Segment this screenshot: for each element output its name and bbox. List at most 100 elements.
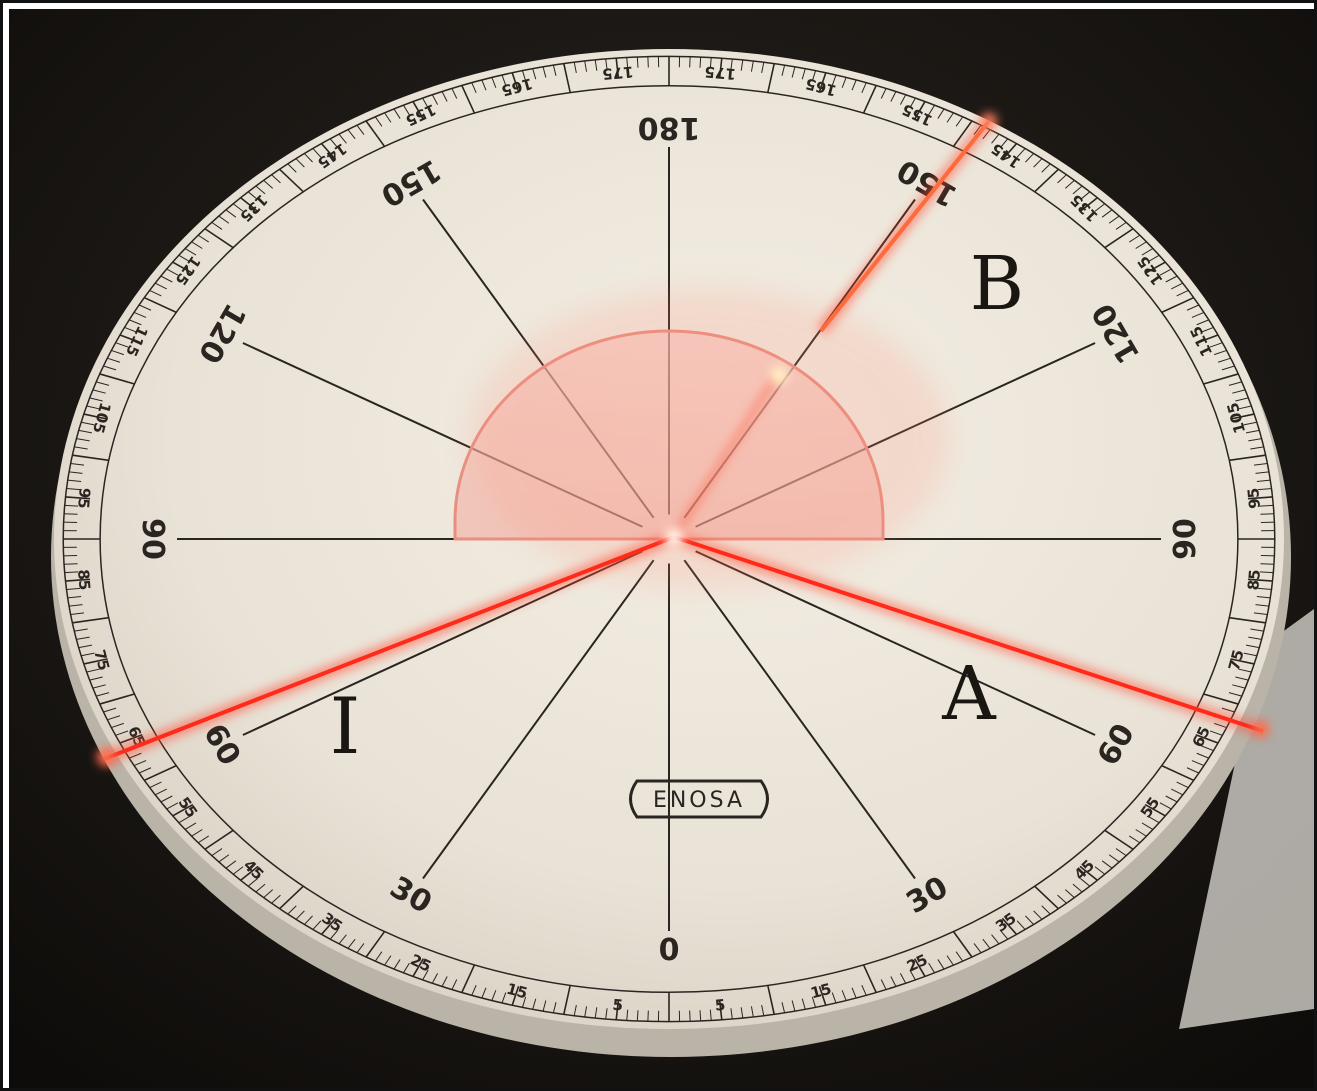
tick-mark	[1128, 234, 1141, 243]
tick-mark	[1186, 304, 1200, 311]
prism-exit-hotspot	[770, 366, 788, 384]
tick-mark	[563, 985, 571, 1015]
tick-mark	[1115, 221, 1127, 230]
tick-mark	[928, 962, 935, 974]
center-hotspot	[664, 527, 684, 547]
tick-mark	[991, 133, 1000, 144]
reflected-beam	[673, 535, 1264, 733]
tick-mark	[69, 471, 83, 474]
tick-mark	[129, 752, 142, 759]
tick-mark	[709, 1009, 712, 1021]
tick-mark	[70, 612, 85, 615]
tick-mark	[1080, 191, 1091, 200]
tick-mark	[66, 587, 81, 590]
tick-mark	[304, 915, 313, 925]
degree-tick-marks	[62, 55, 1276, 1023]
tick-mark	[1260, 563, 1274, 565]
tick-mark	[138, 304, 152, 311]
tick-mark	[1147, 254, 1160, 263]
tick-mark	[1255, 471, 1269, 474]
tick-mark	[65, 496, 91, 500]
tick-mark	[393, 959, 401, 970]
tick-mark	[83, 413, 108, 420]
tick-mark	[74, 628, 88, 632]
tick-mark	[946, 955, 954, 966]
tick-mark	[909, 969, 916, 981]
major-angle-label: 90	[135, 518, 170, 560]
tick-mark	[471, 82, 477, 94]
tick-mark	[1257, 587, 1272, 590]
tick-mark	[1033, 158, 1043, 168]
tick-mark	[1214, 722, 1227, 729]
right-edge-hotspot	[1253, 721, 1269, 737]
tick-mark	[124, 326, 137, 333]
tick-mark	[144, 764, 177, 782]
tick-mark	[1191, 760, 1205, 767]
tick-mark	[955, 116, 964, 127]
tick-mark	[532, 998, 537, 1010]
tick-mark	[481, 987, 487, 999]
tick-mark	[1108, 215, 1120, 224]
tick-mark	[338, 934, 347, 945]
tick-mark	[1235, 397, 1249, 402]
brand-logo-shape	[629, 779, 769, 819]
tick-mark	[718, 58, 723, 78]
tick-mark	[1228, 692, 1242, 697]
tick-mark	[552, 1002, 557, 1013]
tick-mark	[72, 616, 109, 624]
brand-logo-text: ENOSA	[653, 788, 745, 813]
tick-mark	[89, 397, 103, 402]
tick-mark	[801, 68, 806, 80]
tick-mark	[115, 342, 129, 348]
tick-mark	[422, 969, 429, 981]
tick-mark	[1141, 248, 1154, 256]
tick-mark	[1195, 334, 1219, 345]
tick-mark	[730, 58, 733, 70]
tick-mark	[740, 59, 744, 71]
tick-mark	[295, 158, 305, 168]
tick-mark	[1104, 228, 1134, 249]
tick-mark	[312, 148, 322, 158]
tick-mark	[431, 973, 439, 984]
incident-beam-label: I	[330, 682, 361, 772]
tick-mark	[1001, 917, 1018, 935]
tick-mark	[312, 920, 322, 930]
tick-mark	[750, 1006, 754, 1018]
tick-mark	[441, 976, 448, 987]
tick-mark	[573, 1004, 577, 1016]
tick-mark	[374, 951, 383, 962]
tick-mark	[1176, 289, 1189, 297]
tick-mark	[287, 905, 297, 915]
reflected-beam-label: A	[941, 651, 997, 737]
tick-mark	[133, 311, 147, 318]
tick-mark	[1165, 795, 1178, 803]
tick-mark	[740, 1007, 744, 1019]
tick-mark	[594, 59, 598, 71]
tick-mark	[1033, 910, 1043, 920]
tick-mark	[356, 124, 365, 135]
tick-mark	[403, 962, 410, 974]
minor-angle-label: 85	[74, 569, 94, 591]
tick-mark	[184, 822, 197, 830]
tick-mark	[89, 676, 103, 681]
prism-glow	[469, 289, 949, 589]
minor-angle-label: 75	[1225, 648, 1248, 673]
minor-angle-label: 75	[90, 648, 113, 673]
tick-mark	[481, 79, 487, 91]
tick-mark	[232, 866, 244, 875]
tick-mark	[81, 421, 95, 426]
tick-mark	[329, 929, 339, 940]
tick-mark	[532, 68, 537, 80]
tick-mark	[1247, 496, 1273, 500]
tick-mark	[1230, 413, 1255, 420]
major-angle-label: 0	[659, 933, 680, 968]
tick-mark	[761, 62, 765, 74]
tick-mark	[1260, 513, 1274, 515]
tick-mark	[1101, 209, 1113, 218]
tick-mark	[1159, 268, 1172, 276]
tick-mark	[178, 815, 191, 824]
tick-mark	[1161, 296, 1194, 314]
tick-mark	[1094, 203, 1106, 212]
tick-mark	[899, 94, 907, 105]
tick-mark	[1104, 829, 1134, 850]
